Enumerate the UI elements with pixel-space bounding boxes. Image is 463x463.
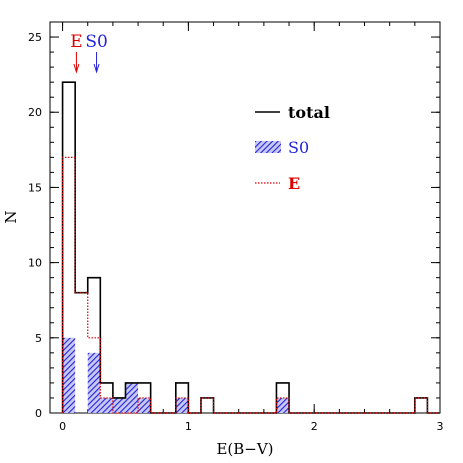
- x-axis-label: E(B−V): [216, 440, 273, 458]
- histogram-bar-s0: [62, 337, 76, 413]
- tick-labels: 0 1 2 3 0 5 10 15 20 25: [28, 31, 444, 433]
- median-markers: E S0: [70, 32, 108, 74]
- histogram-bar-s0: [87, 352, 101, 413]
- histogram-total-outline: [61, 81, 440, 414]
- axis-ticks: [50, 21, 441, 414]
- s0-hatched-bars: [62, 337, 290, 413]
- legend-s0-swatch: [255, 141, 281, 153]
- x-tick-label: 1: [185, 420, 192, 433]
- histogram-e-outline: [61, 156, 440, 414]
- y-tick-label: 20: [28, 106, 42, 119]
- y-axis-label: N: [2, 210, 20, 223]
- y-tick-label: 15: [28, 181, 42, 194]
- marker-arrowhead-e: [73, 63, 80, 74]
- y-tick-label: 25: [28, 31, 42, 44]
- histogram-bar-s0: [175, 397, 189, 413]
- histogram-bar-s0: [125, 382, 139, 413]
- marker-label-e: E: [70, 32, 82, 52]
- histogram-bar-s0: [100, 397, 113, 413]
- y-tick-label: 0: [35, 407, 42, 420]
- marker-arrowhead-s0: [93, 63, 100, 74]
- x-tick-label: 3: [437, 420, 444, 433]
- plot-frame: [49, 21, 441, 414]
- legend-e-label: E: [288, 174, 300, 193]
- histogram-bar-s0: [112, 397, 126, 413]
- legend-total-label: total: [288, 103, 330, 122]
- marker-label-s0: S0: [85, 32, 107, 52]
- y-tick-label: 10: [28, 257, 42, 270]
- histogram-outlines: [61, 81, 440, 414]
- histogram-bar-s0: [138, 397, 151, 413]
- x-tick-label: 0: [59, 420, 66, 433]
- legend-s0-label: S0: [288, 138, 309, 157]
- histogram-bar-s0: [276, 397, 290, 413]
- x-tick-label: 2: [311, 420, 318, 433]
- y-tick-label: 5: [35, 332, 42, 345]
- legend: total S0 E: [255, 103, 330, 193]
